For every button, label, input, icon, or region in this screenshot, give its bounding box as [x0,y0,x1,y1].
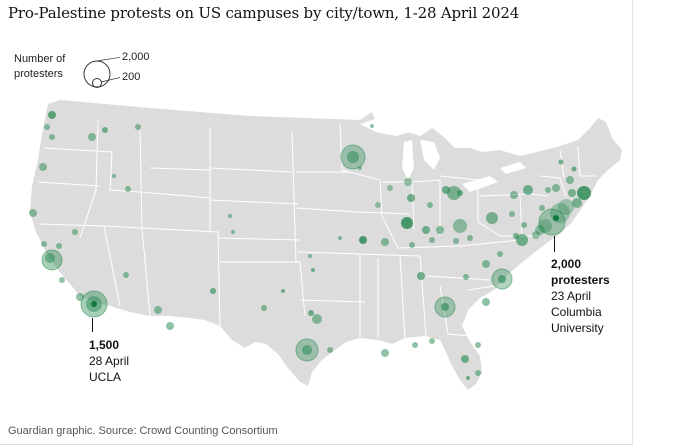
bubble-ohio [453,219,467,233]
legend-label: Number of protesters [14,53,66,80]
bubble-columbia-nyc [532,199,574,239]
columbia-leader-line [554,236,555,252]
bubble-nashville [417,272,425,280]
bubble-dc [516,234,528,246]
columbia-date: 23 April [551,289,592,303]
ucla-place: UCLA [89,370,122,384]
ucla-value: 1,500 [89,338,120,352]
bubble-pittsburgh [486,212,498,224]
bubble-utah [125,186,131,192]
ucla-annotation: 1,500 28 April UCLA [89,337,129,385]
columbia-value: 2,000 [551,257,582,271]
bubble-seattle [48,111,56,119]
frame-divider [632,0,633,446]
bubble-arizona [154,306,162,314]
great-lakes [360,118,526,192]
bubble-new-orleans [381,349,389,357]
bubble-bay-area [41,241,63,271]
bubble-new-mexico [210,288,216,294]
legend-circles [83,56,120,88]
bubble-houston [327,347,333,353]
bottom-rule [0,444,632,445]
bubble-ucla-la [76,290,108,318]
columbia-unit: protesters [551,273,610,287]
bubble-oregon [39,163,47,171]
bubble-florida [461,355,469,363]
bubble-dallas [312,314,322,324]
bubble-chicago [447,186,461,200]
columbia-place-2: University [551,321,604,335]
protest-bubbles [29,111,591,380]
bubble-michigan [442,186,450,194]
bubble-new-england [552,159,591,208]
columbia-place-1: Columbia [551,305,602,319]
ucla-leader-line [92,318,93,332]
bubble-nevada [123,272,129,278]
bubble-spokane [88,133,96,141]
legend-circle-min [92,78,102,88]
us-land [30,100,622,390]
legend-min-label: 200 [122,71,141,83]
bubble-indiana [422,226,430,234]
bubble-missouri [359,236,367,244]
bubble-oklahoma [311,268,315,272]
legend-max-label: 2,000 [122,51,150,63]
legend-circle-max [83,60,111,88]
columbia-annotation: 2,000 protesters 23 April Columbia Unive… [551,256,610,336]
ucla-date: 28 April [89,354,130,368]
us-map [29,100,622,390]
bubble-iowa-illinois [401,217,413,229]
source-credit: Guardian graphic. Source: Crowd Counting… [8,425,278,437]
chart-title: Pro-Palestine protests on US campuses by… [8,4,520,22]
bubble-colorado [228,214,232,218]
state-borders [37,119,596,339]
